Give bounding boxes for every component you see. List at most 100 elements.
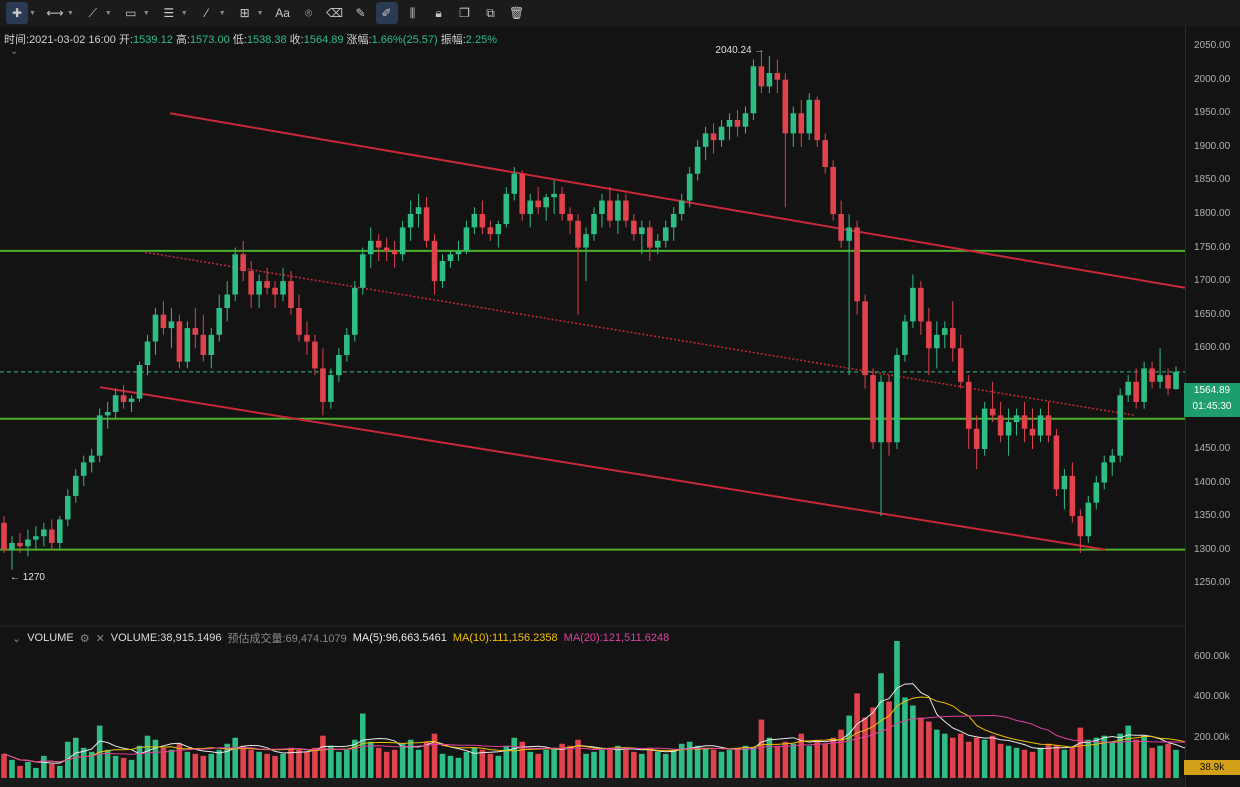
ruler-tool[interactable]: ✎ xyxy=(350,2,372,24)
ruler-lock-icon[interactable]: ⫼ xyxy=(409,5,416,20)
volume-bar xyxy=(965,741,972,778)
ruler-lock-tool[interactable]: ⫼ xyxy=(402,2,424,24)
pattern-icon[interactable]: ⁄ xyxy=(205,6,208,20)
settings-icon[interactable]: ⚙ xyxy=(79,632,90,645)
volume-bar xyxy=(17,765,23,778)
volume-bar xyxy=(591,751,597,778)
volume-bar xyxy=(926,721,932,778)
volume-bar xyxy=(344,749,350,778)
lock-icon[interactable]: 🔒︎ xyxy=(435,5,442,20)
candle-body xyxy=(415,207,422,214)
candle-body xyxy=(359,254,366,288)
horizontal-line-tool[interactable]: ⟷ ▼ xyxy=(44,2,78,24)
candle-countdown: 01:45:30 xyxy=(1192,401,1232,412)
volume-bar xyxy=(1021,749,1028,778)
candle-body xyxy=(479,213,486,228)
candle-body xyxy=(854,227,860,302)
upper-trend-line xyxy=(169,112,1185,289)
volume-bar xyxy=(288,747,294,778)
dropdown-caret-icon[interactable]: ▼ xyxy=(218,9,226,17)
candle-body xyxy=(878,381,884,443)
volume-bar xyxy=(607,747,613,778)
eraser-icon[interactable]: ⌫ xyxy=(326,6,344,20)
candle-body xyxy=(296,307,302,335)
rectangle-tool[interactable]: ▭ ▼ xyxy=(120,2,154,24)
horizontal-line-icon[interactable]: ⟷ xyxy=(46,6,64,20)
volume-bar xyxy=(981,739,988,778)
volume-bar xyxy=(1085,739,1092,778)
high-annotation: 2040.24 → xyxy=(715,44,765,56)
indicator-tab-bar[interactable] xyxy=(0,778,1185,787)
volume-bar xyxy=(80,747,87,778)
dropdown-caret-icon[interactable]: ▼ xyxy=(142,9,150,17)
trash-tool[interactable]: 🗑︎ xyxy=(506,2,528,24)
trend-line-tool[interactable]: ⟋ ▼ xyxy=(82,2,116,24)
candle-body xyxy=(702,133,709,147)
measure-icon[interactable]: ⊞ xyxy=(239,6,250,20)
trash-icon[interactable]: 🗑︎ xyxy=(508,6,525,20)
close-icon[interactable]: ✕ xyxy=(95,632,105,645)
candle-body xyxy=(806,99,813,134)
chart-canvas[interactable] xyxy=(0,26,1185,778)
measure-tool[interactable]: ⊞ ▼ xyxy=(234,2,268,24)
text-tool[interactable]: Aa xyxy=(272,2,294,24)
hide-drawings-tool[interactable]: ⧉ xyxy=(480,2,502,24)
volume-bar xyxy=(9,759,15,778)
dropdown-caret-icon[interactable]: ▼ xyxy=(180,9,188,17)
volume-bar xyxy=(248,749,254,778)
candle-body xyxy=(9,542,15,550)
pattern-tool[interactable]: ⁄ ▼ xyxy=(196,2,230,24)
volume-bar xyxy=(934,729,940,778)
volume-bar xyxy=(1165,743,1171,778)
candle-body xyxy=(423,207,430,241)
candle-body xyxy=(88,455,95,463)
trend-line-icon[interactable]: ⟋ xyxy=(88,5,98,20)
volume-bar xyxy=(41,755,47,778)
ruler-icon[interactable]: ✎ xyxy=(355,6,366,20)
candle-body xyxy=(639,227,645,235)
dropdown-caret-icon[interactable]: ▼ xyxy=(104,9,112,17)
brush-tool[interactable]: ✐ xyxy=(375,2,398,24)
eraser-tool[interactable]: ⌫ xyxy=(324,2,346,24)
volume-bar xyxy=(25,761,31,778)
brush-icon[interactable]: ✐ xyxy=(375,2,398,24)
magnet-icon[interactable]: ⌾ xyxy=(304,5,313,20)
volume-bar xyxy=(136,745,143,778)
candle-body xyxy=(256,281,262,295)
dropdown-caret-icon[interactable]: ▼ xyxy=(29,9,36,17)
collapse-chevron-icon[interactable]: ⌄ xyxy=(10,46,19,57)
lower-trend-line xyxy=(99,386,1106,551)
price-tick: 1300.00 xyxy=(1194,543,1231,555)
crosshair-icon[interactable]: ✚ xyxy=(6,2,28,24)
candle-body xyxy=(25,539,31,547)
rectangle-icon[interactable]: ▭ xyxy=(125,6,137,20)
magnet-tool[interactable]: ⌾ xyxy=(298,2,320,24)
volume-bar xyxy=(224,743,231,778)
candle-body xyxy=(336,354,342,376)
fibonacci-tool[interactable]: ☰ ▼ xyxy=(158,2,192,24)
dropdown-caret-icon[interactable]: ▼ xyxy=(66,9,74,17)
volume-bar xyxy=(120,757,127,778)
candle-body xyxy=(495,224,502,235)
visibility-icon[interactable]: ❐ xyxy=(459,6,470,20)
candle-body xyxy=(17,542,23,547)
volume-bar xyxy=(806,745,813,778)
volume-bar xyxy=(615,745,621,778)
text-icon[interactable]: Aa xyxy=(275,6,290,20)
volume-bar xyxy=(1173,749,1179,778)
volume-bar xyxy=(957,733,964,778)
candle-body xyxy=(926,321,932,349)
volume-bar xyxy=(790,743,797,778)
lock-tool[interactable]: 🔒︎ xyxy=(428,2,450,24)
fibonacci-icon[interactable]: ☰ xyxy=(163,6,175,20)
candle-body xyxy=(120,395,127,402)
visibility-tool[interactable]: ❐ xyxy=(454,2,476,24)
volume-bar xyxy=(1141,735,1147,778)
collapse-volume-icon[interactable]: ⌄ xyxy=(12,632,22,645)
dropdown-caret-icon[interactable]: ▼ xyxy=(256,9,264,17)
volume-bar xyxy=(479,749,486,778)
crosshair-tool[interactable]: ✚ ▼ xyxy=(6,2,40,24)
hide-drawings-icon[interactable]: ⧉ xyxy=(486,5,495,20)
candle-body xyxy=(96,415,103,456)
candle-body xyxy=(591,213,597,235)
